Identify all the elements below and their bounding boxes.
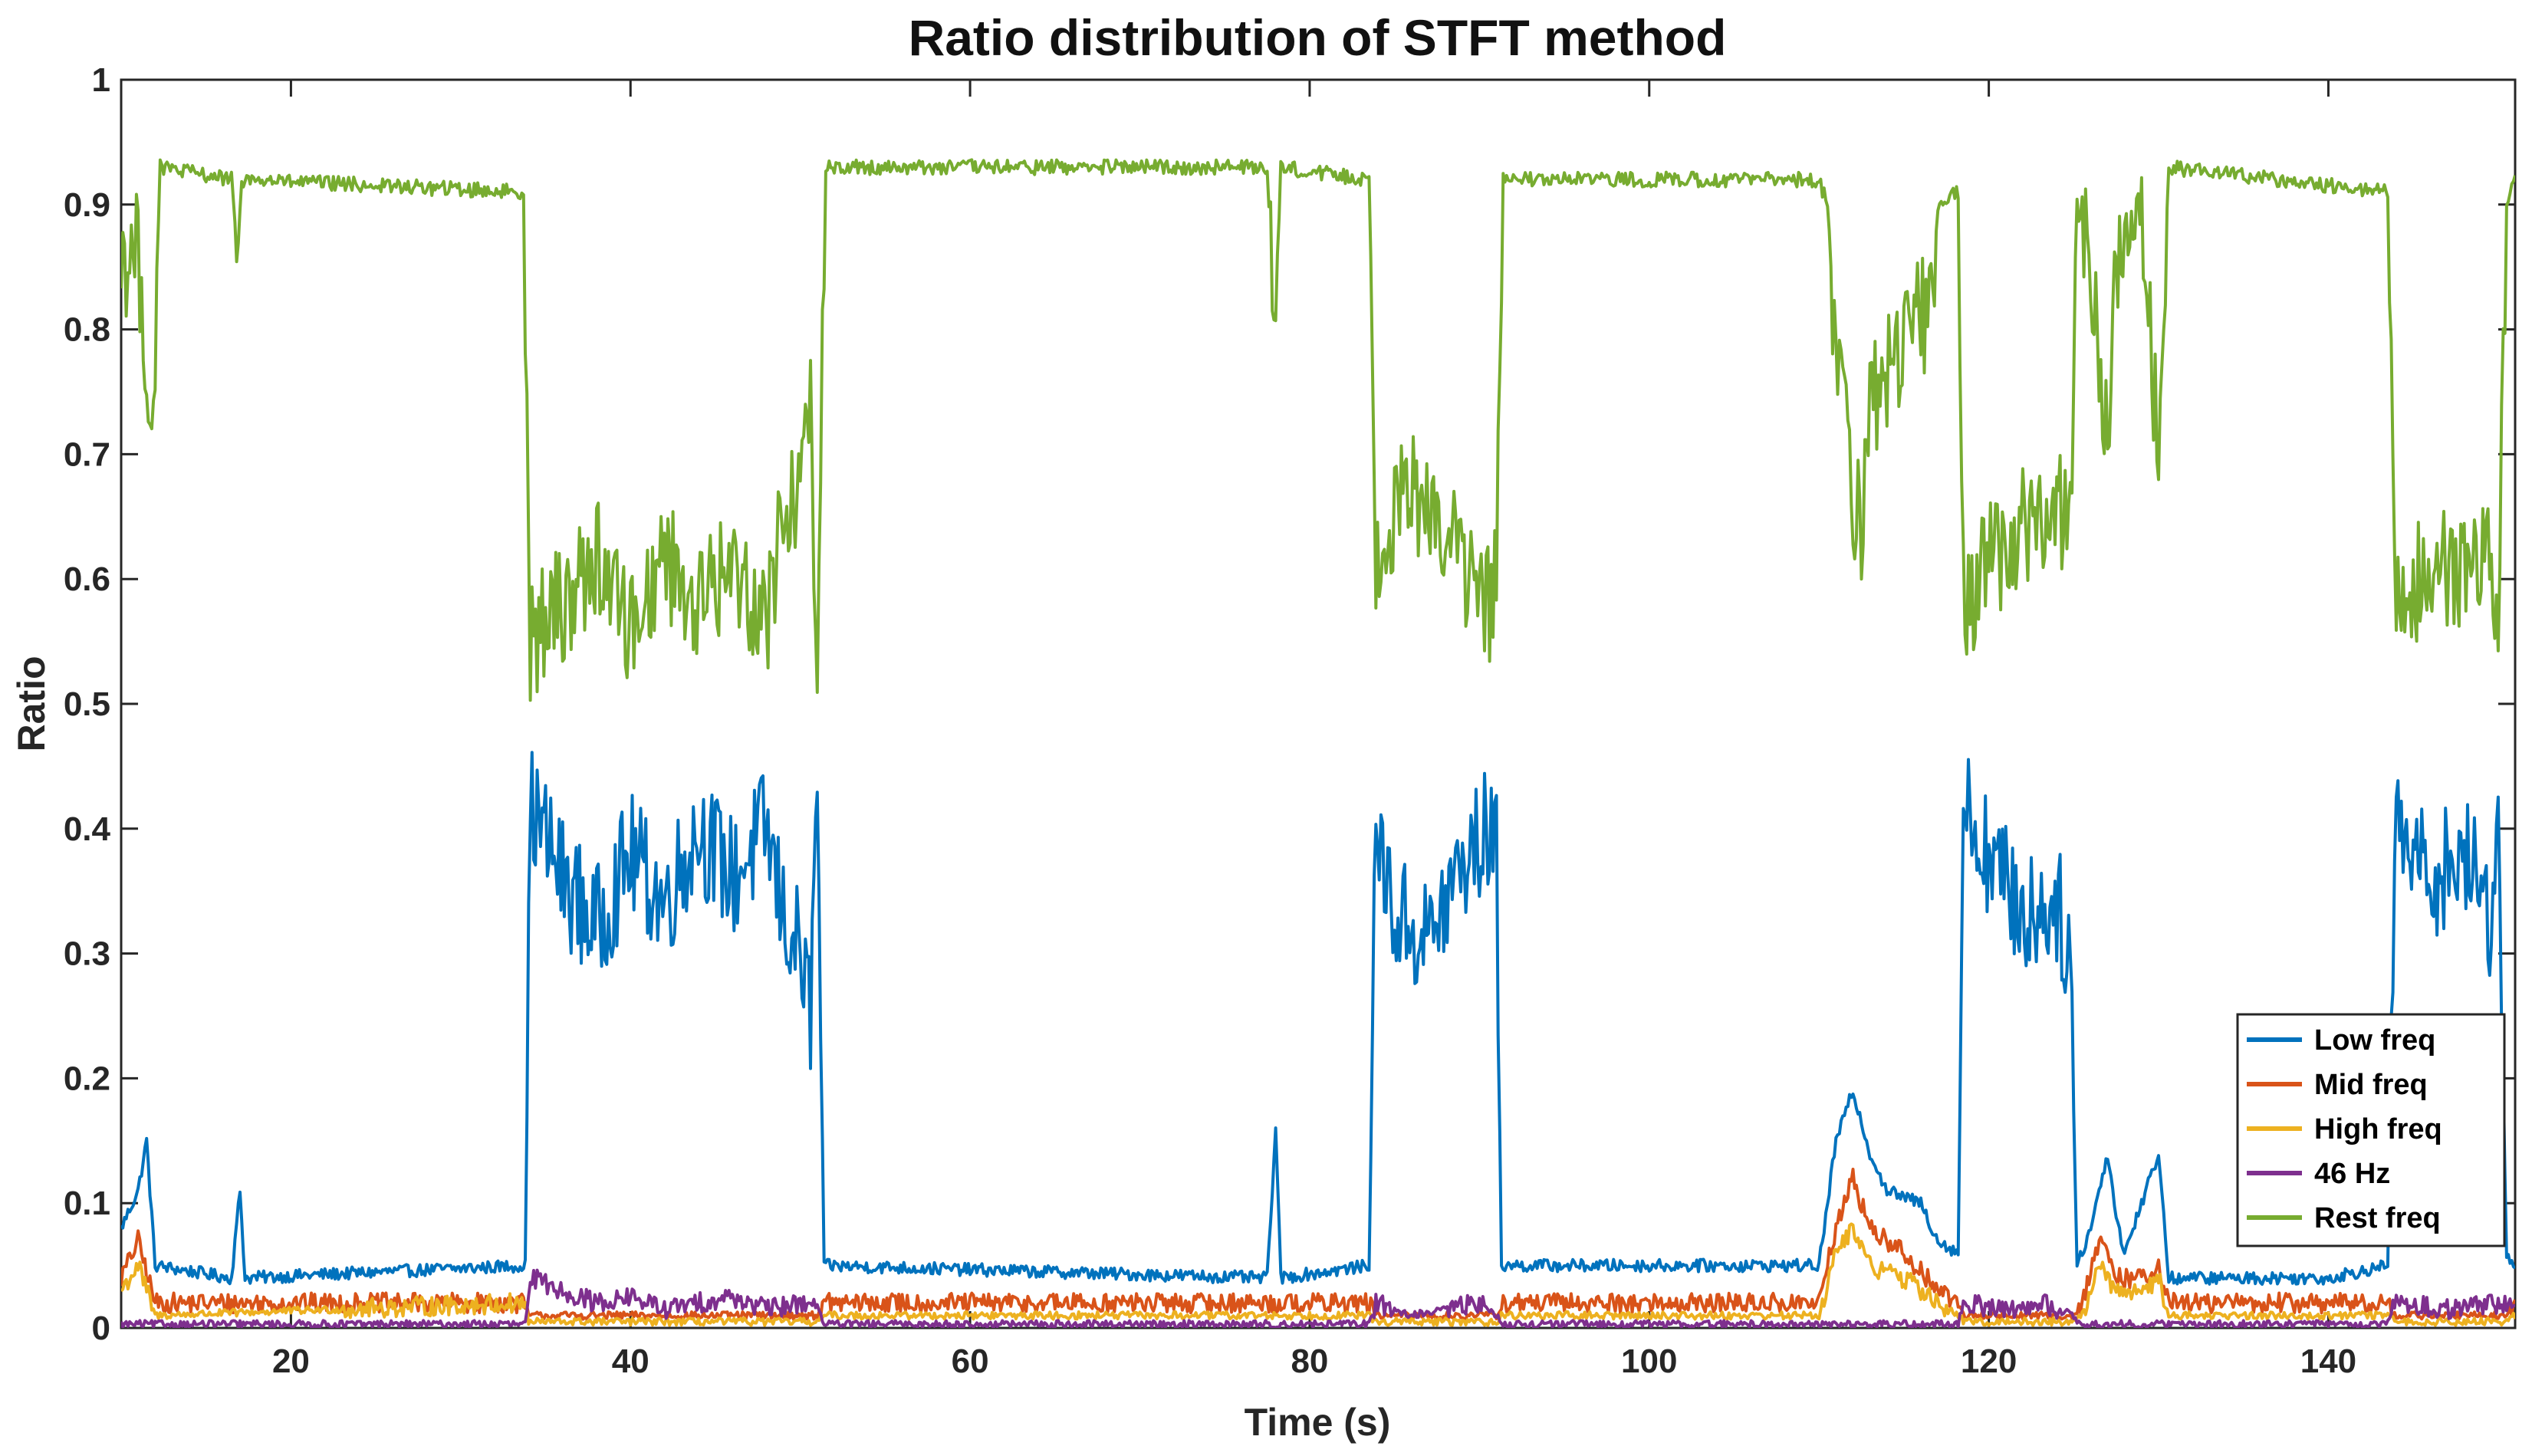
legend-label: Low freq [2314, 1024, 2435, 1057]
y-tick-label: 0.4 [64, 810, 111, 848]
x-tick-label: 20 [272, 1343, 310, 1380]
plot-area [120, 78, 2517, 1329]
series-layer [121, 158, 2515, 1328]
legend-item: 46 Hz [2247, 1158, 2390, 1190]
series-line-rest-freq [121, 158, 2515, 702]
x-tick-label: 100 [1621, 1343, 1677, 1380]
y-tick-label: 0.9 [64, 186, 110, 224]
series-line-low-freq [121, 751, 2515, 1286]
legend-label: 46 Hz [2314, 1158, 2390, 1190]
series-line-46-hz [121, 1268, 2515, 1328]
x-tick-label: 80 [1291, 1343, 1328, 1380]
legend-item: High freq [2247, 1113, 2442, 1145]
series-line-high-freq [121, 1222, 2515, 1327]
series-line-mid-freq [121, 1168, 2515, 1321]
y-tick-label: 0.3 [64, 935, 110, 973]
legend: Low freq Mid freq High freq 46 Hz Rest freq [2236, 1013, 2506, 1247]
legend-item: Rest freq [2247, 1202, 2441, 1234]
y-axis-label: Ratio [10, 656, 53, 752]
axis-ticks: 20 40 60 80 100 120 140 0 0.1 0.2 0.3 0.4 0.5 0.6 0.7 0… [64, 61, 2515, 1380]
x-tick-label: 40 [612, 1343, 649, 1380]
legend-label: Mid freq [2314, 1069, 2428, 1101]
y-tick-label: 0 [92, 1310, 110, 1347]
chart-title: Ratio distribution of STFT method [909, 9, 1727, 66]
legend-item: Low freq [2247, 1024, 2435, 1057]
x-tick-label: 120 [1961, 1343, 2017, 1380]
y-tick-label: 0.6 [64, 560, 110, 598]
y-tick-label: 0.5 [64, 685, 110, 723]
x-tick-label: 60 [952, 1343, 989, 1380]
y-tick-label: 1 [92, 61, 110, 99]
legend-item: Mid freq [2247, 1069, 2428, 1101]
x-tick-label: 140 [2300, 1343, 2356, 1380]
y-tick-label: 0.1 [64, 1185, 110, 1222]
x-axis-label: Time (s) [1245, 1401, 1391, 1444]
legend-label: Rest freq [2314, 1202, 2441, 1234]
y-tick-label: 0.7 [64, 435, 110, 473]
y-tick-label: 0.2 [64, 1060, 110, 1097]
legend-label: High freq [2314, 1113, 2442, 1145]
y-tick-label: 0.8 [64, 311, 110, 349]
